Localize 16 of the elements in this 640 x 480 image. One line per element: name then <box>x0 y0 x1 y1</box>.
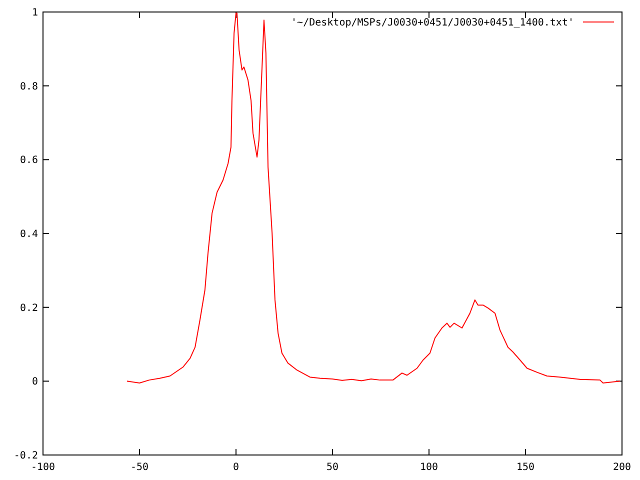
y-tick-label: -0.2 <box>14 450 38 462</box>
x-tick-label: -50 <box>130 462 149 473</box>
x-tick-label: -100 <box>30 462 56 473</box>
y-tick-label: 0.4 <box>20 229 38 240</box>
y-tick-label: 0.2 <box>20 302 38 314</box>
y-tick-label: 1 <box>32 8 38 18</box>
x-tick-label: 50 <box>326 462 339 473</box>
x-tick-label: 150 <box>516 462 535 473</box>
legend-label: '~/Desktop/MSPs/J0030+0451/J0030+0451_1400.txt' <box>291 18 574 28</box>
x-tick-label: 200 <box>612 462 632 473</box>
y-tick-label: 0.6 <box>20 155 38 166</box>
y-tick-label: 0.8 <box>20 81 38 92</box>
x-tick-label: 0 <box>232 462 240 473</box>
y-tick-label: 0 <box>32 376 38 388</box>
x-tick-label: 100 <box>420 462 438 473</box>
line-series <box>126 12 621 384</box>
